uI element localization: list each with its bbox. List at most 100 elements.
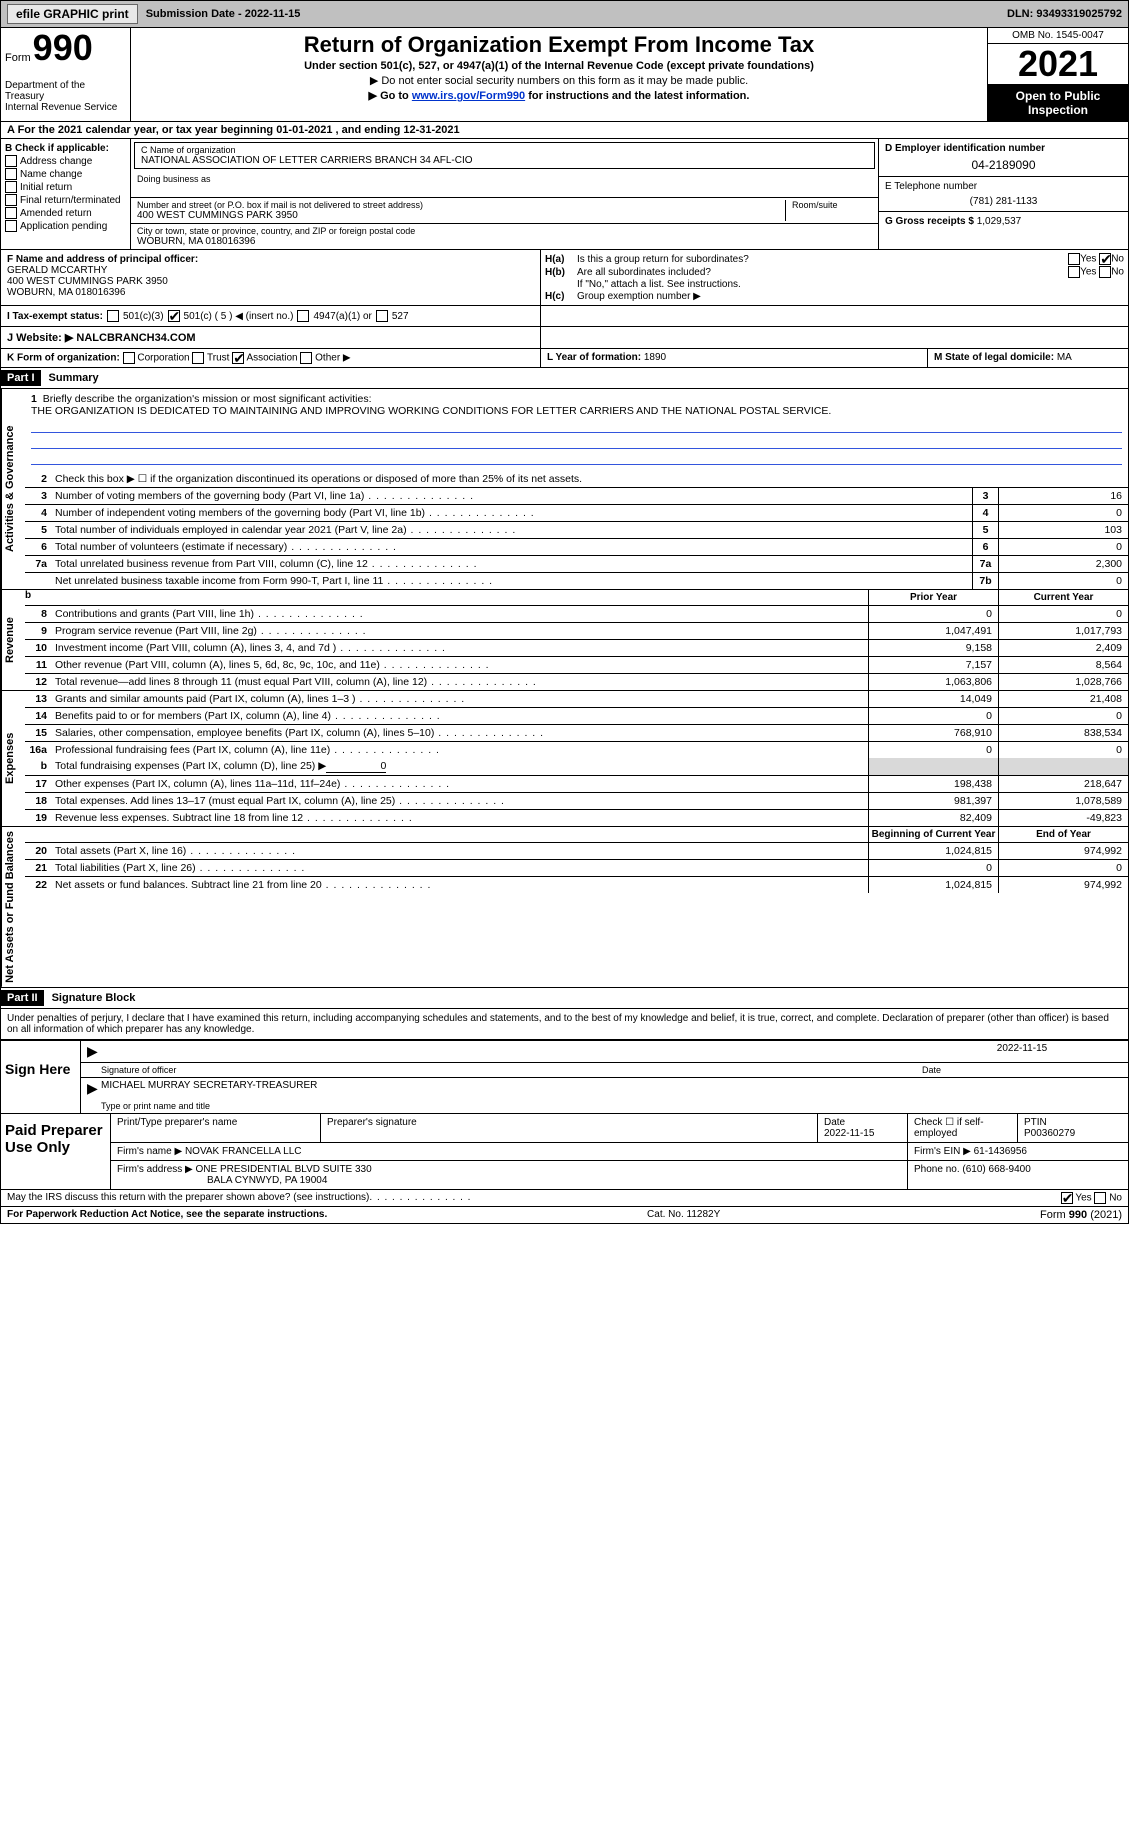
checkbox-trust[interactable] bbox=[192, 352, 204, 364]
checkbox-4947[interactable] bbox=[297, 310, 309, 322]
side-activities: Activities & Governance bbox=[1, 389, 25, 589]
irs-label: Internal Revenue Service bbox=[5, 102, 126, 113]
prior-value: 1,047,491 bbox=[868, 623, 998, 639]
checkbox-ha-yes[interactable] bbox=[1068, 253, 1080, 265]
line-desc: Other revenue (Part VIII, column (A), li… bbox=[51, 657, 868, 673]
line-value: 103 bbox=[998, 522, 1128, 538]
line-desc: Net unrelated business taxable income fr… bbox=[51, 573, 972, 589]
current-value: 21,408 bbox=[998, 691, 1128, 707]
pra-notice: For Paperwork Reduction Act Notice, see … bbox=[7, 1209, 327, 1221]
side-revenue: Revenue bbox=[1, 590, 25, 690]
line-num: 18 bbox=[25, 793, 51, 809]
checkbox-amended[interactable] bbox=[5, 207, 17, 219]
checkbox-app-pending[interactable] bbox=[5, 220, 17, 232]
city-label: City or town, state or province, country… bbox=[137, 226, 872, 236]
form-subtitle: Under section 501(c), 527, or 4947(a)(1)… bbox=[135, 60, 983, 72]
prep-sig-label: Preparer's signature bbox=[321, 1114, 818, 1142]
line-box: 3 bbox=[972, 488, 998, 504]
prior-year-header: Prior Year bbox=[868, 590, 998, 605]
efile-print-button[interactable]: efile GRAPHIC print bbox=[7, 4, 138, 24]
line-num: 20 bbox=[25, 843, 51, 859]
checkbox-address-change[interactable] bbox=[5, 155, 17, 167]
calendar-year-row: A For the 2021 calendar year, or tax yea… bbox=[1, 122, 1128, 139]
firm-addr2: BALA CYNWYD, PA 19004 bbox=[207, 1175, 327, 1186]
current-year-header: Current Year bbox=[998, 590, 1128, 605]
checkbox-name-change[interactable] bbox=[5, 168, 17, 180]
line-num: 15 bbox=[25, 725, 51, 741]
form-footer: Form 990 (2021) bbox=[1040, 1209, 1122, 1221]
line-desc: Total expenses. Add lines 13–17 (must eq… bbox=[51, 793, 868, 809]
prior-value: 9,158 bbox=[868, 640, 998, 656]
checkbox-hb-yes[interactable] bbox=[1068, 266, 1080, 278]
line-box: 6 bbox=[972, 539, 998, 555]
date-label: Date bbox=[922, 1065, 1122, 1075]
current-value: 8,564 bbox=[998, 657, 1128, 673]
checkbox-initial-return[interactable] bbox=[5, 181, 17, 193]
line-box: 4 bbox=[972, 505, 998, 521]
checkbox-discuss-yes[interactable] bbox=[1061, 1192, 1073, 1204]
line-num: 17 bbox=[25, 776, 51, 792]
current-value: 0 bbox=[998, 606, 1128, 622]
checkbox-hb-no[interactable] bbox=[1099, 266, 1111, 278]
phone-value: (781) 281-1133 bbox=[885, 192, 1122, 207]
prior-value: 14,049 bbox=[868, 691, 998, 707]
line-desc: Benefits paid to or for members (Part IX… bbox=[51, 708, 868, 724]
arrow-icon: ▶ bbox=[87, 1080, 101, 1097]
line-desc: Revenue less expenses. Subtract line 18 … bbox=[51, 810, 868, 826]
prior-value: 0 bbox=[868, 708, 998, 724]
firm-phone: (610) 668-9400 bbox=[962, 1164, 1030, 1175]
side-expenses: Expenses bbox=[1, 691, 25, 826]
current-value: 974,992 bbox=[998, 843, 1128, 859]
current-value: 0 bbox=[998, 860, 1128, 876]
phone-label: E Telephone number bbox=[885, 181, 1122, 192]
line-desc: Total revenue—add lines 8 through 11 (mu… bbox=[51, 674, 868, 690]
line-box: 7b bbox=[972, 573, 998, 589]
line-box: 5 bbox=[972, 522, 998, 538]
line-num: 12 bbox=[25, 674, 51, 690]
begin-year-header: Beginning of Current Year bbox=[868, 827, 998, 842]
type-name-label: Type or print name and title bbox=[101, 1101, 210, 1111]
checkbox-501c[interactable] bbox=[168, 310, 180, 322]
street-address: 400 WEST CUMMINGS PARK 3950 bbox=[137, 210, 779, 221]
officer-label: F Name and address of principal officer: bbox=[7, 254, 198, 265]
top-toolbar: efile GRAPHIC print Submission Date - 20… bbox=[0, 0, 1129, 28]
line-num: 19 bbox=[25, 810, 51, 826]
mission-text: THE ORGANIZATION IS DEDICATED TO MAINTAI… bbox=[31, 405, 831, 417]
prior-value: 198,438 bbox=[868, 776, 998, 792]
open-to-public: Open to Public Inspection bbox=[988, 85, 1128, 121]
line-num: 14 bbox=[25, 708, 51, 724]
sig-officer-label: Signature of officer bbox=[101, 1065, 922, 1075]
line-num: 3 bbox=[25, 488, 51, 504]
checkbox-corp[interactable] bbox=[123, 352, 135, 364]
part2-title: Signature Block bbox=[44, 990, 144, 1006]
omb-number: OMB No. 1545-0047 bbox=[988, 28, 1128, 44]
prior-value: 1,024,815 bbox=[868, 877, 998, 893]
line-num: 5 bbox=[25, 522, 51, 538]
line-16b: Total fundraising expenses (Part IX, col… bbox=[51, 758, 868, 775]
checkbox-assoc[interactable] bbox=[232, 352, 244, 364]
end-year-header: End of Year bbox=[998, 827, 1128, 842]
checkbox-527[interactable] bbox=[376, 310, 388, 322]
checkbox-other[interactable] bbox=[300, 352, 312, 364]
print-name-label: Print/Type preparer's name bbox=[111, 1114, 321, 1142]
officer-addr2: WOBURN, MA 018016396 bbox=[7, 287, 125, 298]
room-label: Room/suite bbox=[792, 200, 872, 210]
line-num: 7a bbox=[25, 556, 51, 572]
tax-year: 2021 bbox=[988, 44, 1128, 85]
checkbox-501c3[interactable] bbox=[107, 310, 119, 322]
checkbox-final-return[interactable] bbox=[5, 194, 17, 206]
current-value: 0 bbox=[998, 708, 1128, 724]
sign-here-label: Sign Here bbox=[1, 1041, 81, 1113]
irs-link[interactable]: www.irs.gov/Form990 bbox=[412, 90, 525, 102]
ptin-value: P00360279 bbox=[1024, 1128, 1075, 1139]
line-desc: Contributions and grants (Part VIII, lin… bbox=[51, 606, 868, 622]
checkbox-ha-no[interactable] bbox=[1099, 253, 1111, 265]
ein-label: D Employer identification number bbox=[885, 143, 1045, 154]
b-label: b bbox=[25, 590, 51, 605]
addr-label: Number and street (or P.O. box if mail i… bbox=[137, 200, 779, 210]
line2-checkbox-text: Check this box ▶ ☐ if the organization d… bbox=[51, 471, 1128, 487]
part1-header: Part I bbox=[1, 370, 41, 386]
form-number: Form 990 bbox=[5, 32, 126, 64]
state-domicile: M State of legal domicile: MA bbox=[928, 349, 1128, 367]
checkbox-discuss-no[interactable] bbox=[1094, 1192, 1106, 1204]
